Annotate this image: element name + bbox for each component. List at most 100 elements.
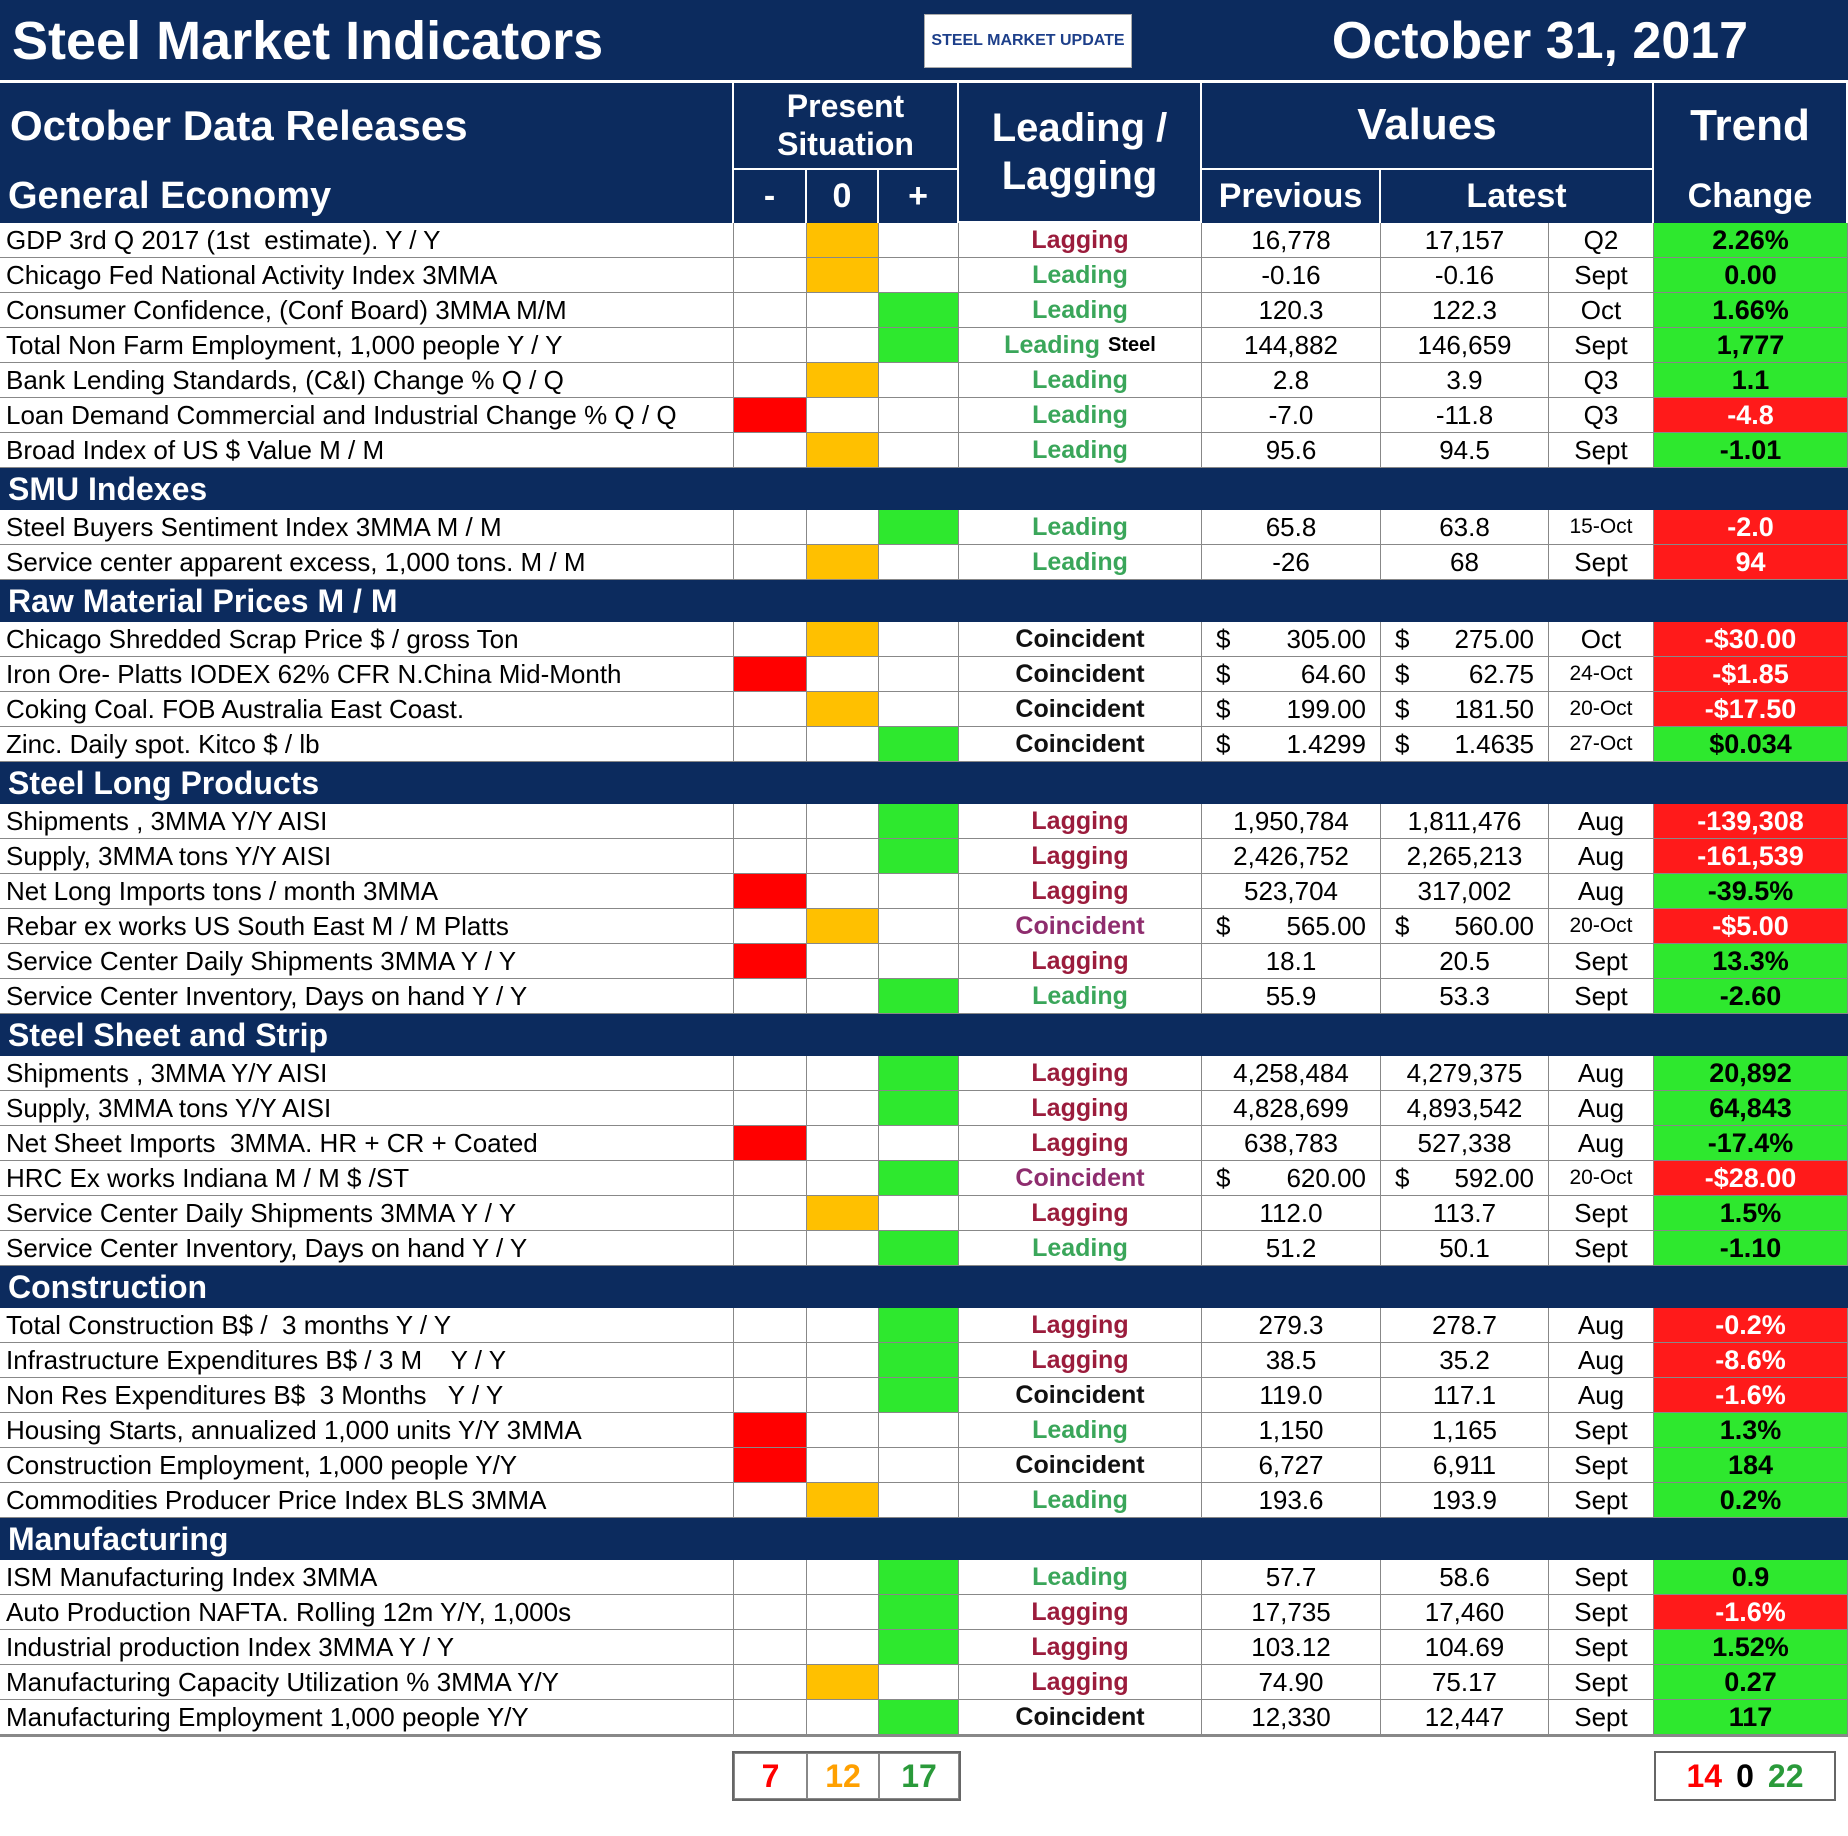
section-title: Steel Sheet and Strip (0, 1014, 1848, 1056)
cell: 57.7 (1202, 1560, 1381, 1595)
cell: 122.3 (1381, 293, 1549, 328)
value: 181.50 (1454, 693, 1534, 724)
indicator-label: ISM Manufacturing Index 3MMA (0, 1560, 734, 1595)
value: 63.8 (1439, 511, 1490, 542)
cell (734, 293, 807, 328)
period: Sept (1549, 433, 1654, 468)
value: 35.2 (1439, 1344, 1490, 1375)
currency: $ (1216, 728, 1231, 759)
cell: Lagging (959, 1343, 1202, 1378)
period: Q3 (1549, 398, 1654, 433)
cell: 16,778 (1202, 223, 1381, 258)
currency: $ (1216, 693, 1231, 724)
cell (734, 545, 807, 580)
value: 317,002 (1417, 875, 1512, 906)
period: Aug (1549, 1056, 1654, 1091)
currency: $ (1216, 910, 1231, 941)
currency: $ (1395, 1162, 1410, 1193)
cell: -0.16 (1381, 258, 1549, 293)
section-title: Raw Material Prices M / M (0, 580, 1848, 622)
currency: $ (1395, 910, 1410, 941)
value: 1,811,476 (1407, 805, 1522, 836)
cell: 1,150 (1202, 1413, 1381, 1448)
lead-type: Coincident (1015, 1450, 1145, 1479)
cell: 20.5 (1381, 944, 1549, 979)
cell (807, 1413, 879, 1448)
cell: Lagging (959, 1091, 1202, 1126)
value: 4,828,699 (1233, 1092, 1349, 1123)
cell: Leading (959, 363, 1202, 398)
lead-type: Coincident (1015, 1163, 1145, 1192)
period: 20-Oct (1549, 909, 1654, 944)
trend-change: -$1.85 (1654, 657, 1848, 692)
cell: Coincident (959, 1161, 1202, 1196)
trend-change: 20,892 (1654, 1056, 1848, 1091)
cell: $199.00 (1202, 692, 1381, 727)
value: 6,727 (1258, 1449, 1324, 1480)
divider (0, 80, 1848, 83)
value: 64.60 (1300, 658, 1366, 689)
cell: 4,279,375 (1381, 1056, 1549, 1091)
header-cell: Previous (1202, 170, 1381, 223)
section-title: Manufacturing (0, 1518, 1848, 1560)
cell: -11.8 (1381, 398, 1549, 433)
value: 119.0 (1259, 1379, 1323, 1410)
cell: 112.0 (1202, 1196, 1381, 1231)
lead-type: Coincident (1015, 624, 1145, 653)
cell (879, 1483, 959, 1518)
cell: Lagging (959, 223, 1202, 258)
lead-type: Coincident (1015, 1380, 1145, 1409)
cell (807, 839, 879, 874)
cell (879, 727, 959, 762)
period: Aug (1549, 1308, 1654, 1343)
cell: 523,704 (1202, 874, 1381, 909)
cell: $62.75 (1381, 657, 1549, 692)
indicator-label: Loan Demand Commercial and Industrial Ch… (0, 398, 734, 433)
value: 2,426,752 (1233, 840, 1349, 871)
trend-change: -39.5% (1654, 874, 1848, 909)
cell: -7.0 (1202, 398, 1381, 433)
trend-change: -161,539 (1654, 839, 1848, 874)
cell (807, 363, 879, 398)
cell (734, 622, 807, 657)
trend-change: 0.9 (1654, 1560, 1848, 1595)
period: Sept (1549, 1560, 1654, 1595)
indicator-label: Supply, 3MMA tons Y/Y AISI (0, 1091, 734, 1126)
period: Q3 (1549, 363, 1654, 398)
trend-change: 1.5% (1654, 1196, 1848, 1231)
indicator-label: Rebar ex works US South East M / M Platt… (0, 909, 734, 944)
trend-change: -139,308 (1654, 804, 1848, 839)
cell (734, 1560, 807, 1595)
cell: 2,265,213 (1381, 839, 1549, 874)
cell: 74.90 (1202, 1665, 1381, 1700)
trend-change: -$17.50 (1654, 692, 1848, 727)
value: 65.8 (1265, 511, 1317, 542)
cell: $64.60 (1202, 657, 1381, 692)
cell (807, 622, 879, 657)
period: Q2 (1549, 223, 1654, 258)
cell: Lagging (959, 1665, 1202, 1700)
currency: $ (1216, 658, 1231, 689)
trend-change: 0.2% (1654, 1483, 1848, 1518)
cell (807, 727, 879, 762)
value: 1.4299 (1286, 728, 1366, 759)
cell: Lagging (959, 1056, 1202, 1091)
header-cell: + (879, 170, 959, 223)
period: 20-Oct (1549, 692, 1654, 727)
currency: $ (1395, 728, 1410, 759)
cell: 53.3 (1381, 979, 1549, 1014)
indicator-label: Supply, 3MMA tons Y/Y AISI (0, 839, 734, 874)
indicator-label: Net Sheet Imports 3MMA. HR + CR + Coated (0, 1126, 734, 1161)
cell: Lagging (959, 1308, 1202, 1343)
indicator-label: Manufacturing Capacity Utilization % 3MM… (0, 1665, 734, 1700)
cell: 113.7 (1381, 1196, 1549, 1231)
cell: Coincident (959, 657, 1202, 692)
lead-type: Lagging (1031, 1128, 1129, 1157)
cell (807, 979, 879, 1014)
value: 199.00 (1286, 693, 1366, 724)
cell (734, 1413, 807, 1448)
cell (879, 1413, 959, 1448)
value: 120.3 (1258, 294, 1324, 325)
header-cell: Change (1654, 170, 1848, 223)
cell (807, 433, 879, 468)
